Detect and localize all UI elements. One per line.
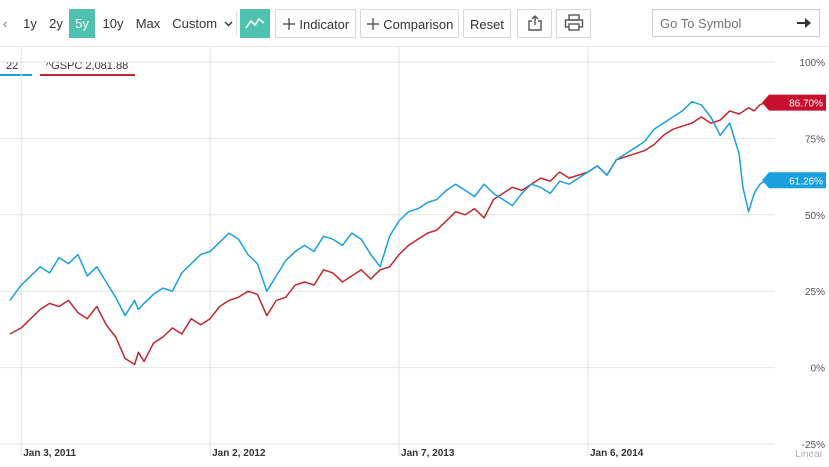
range-button-max[interactable]: Max — [135, 16, 161, 31]
y-tick-label: 0% — [811, 364, 826, 375]
y-tick-label: 50% — [805, 211, 825, 222]
go-button[interactable] — [789, 10, 819, 36]
symbol-search — [652, 9, 820, 37]
y-tick-label: 75% — [805, 134, 825, 145]
share-button[interactable] — [517, 9, 552, 38]
legend-chip-label: ^GSPC 2,081.88 — [46, 60, 129, 72]
y-tick-label: 100% — [799, 58, 825, 69]
series-line — [9, 101, 766, 366]
y-tick-label: -25% — [802, 440, 825, 451]
plus-icon — [282, 18, 295, 30]
indicator-button[interactable]: Indicator — [275, 9, 356, 38]
comparison-button[interactable]: Comparison — [360, 9, 459, 38]
legend-chip-comparison[interactable]: 22 — [0, 56, 32, 76]
badge-label: 86.70% — [789, 99, 823, 110]
range-button-5y[interactable]: 5y — [69, 9, 95, 38]
chart-type-button[interactable] — [240, 9, 270, 38]
chevron-down-icon — [224, 21, 233, 27]
last-value-badge: 86.70% — [762, 94, 826, 111]
arrow-right-icon — [797, 18, 811, 28]
plus-icon — [366, 18, 379, 30]
range-button-2y[interactable]: 2y — [49, 16, 63, 31]
y-tick-label: 25% — [805, 287, 825, 298]
toolbar-divider — [236, 11, 237, 35]
legend-chip-gspc[interactable]: ^GSPC 2,081.88 — [40, 56, 135, 76]
print-icon — [564, 14, 583, 31]
line-chart-icon — [245, 17, 265, 29]
x-tick-label: Jan 6, 2014 — [590, 448, 644, 459]
badge-label: 61.26% — [789, 176, 823, 187]
x-tick-label: Jan 7, 2013 — [401, 448, 455, 459]
range-button-1y[interactable]: 1y — [23, 16, 37, 31]
comparison-label: Comparison — [383, 17, 454, 32]
scale-label: Linear — [795, 449, 823, 460]
print-button[interactable] — [556, 9, 591, 38]
reset-button[interactable]: Reset — [463, 9, 511, 38]
badge-shape — [762, 172, 826, 189]
badge-shape — [762, 94, 826, 111]
custom-range-dropdown[interactable]: Custom — [167, 9, 235, 38]
last-value-badge: 61.26% — [762, 172, 826, 189]
share-icon — [527, 15, 542, 31]
range-button-10y[interactable]: 10y — [102, 16, 124, 31]
legend-chip-label: 22 — [6, 60, 19, 72]
chart-toolbar: ‹ 1y 2y 5y 10y Max Custom Indicator Comp… — [0, 0, 829, 47]
symbol-input[interactable] — [653, 10, 789, 36]
series-line — [9, 100, 767, 317]
x-tick-label: Jan 2, 2012 — [212, 448, 266, 459]
custom-range-label: Custom — [172, 16, 218, 31]
indicator-label: Indicator — [299, 17, 350, 32]
range-button-partial[interactable]: ‹ — [2, 16, 8, 31]
x-tick-label: Jan 3, 2011 — [23, 448, 76, 459]
